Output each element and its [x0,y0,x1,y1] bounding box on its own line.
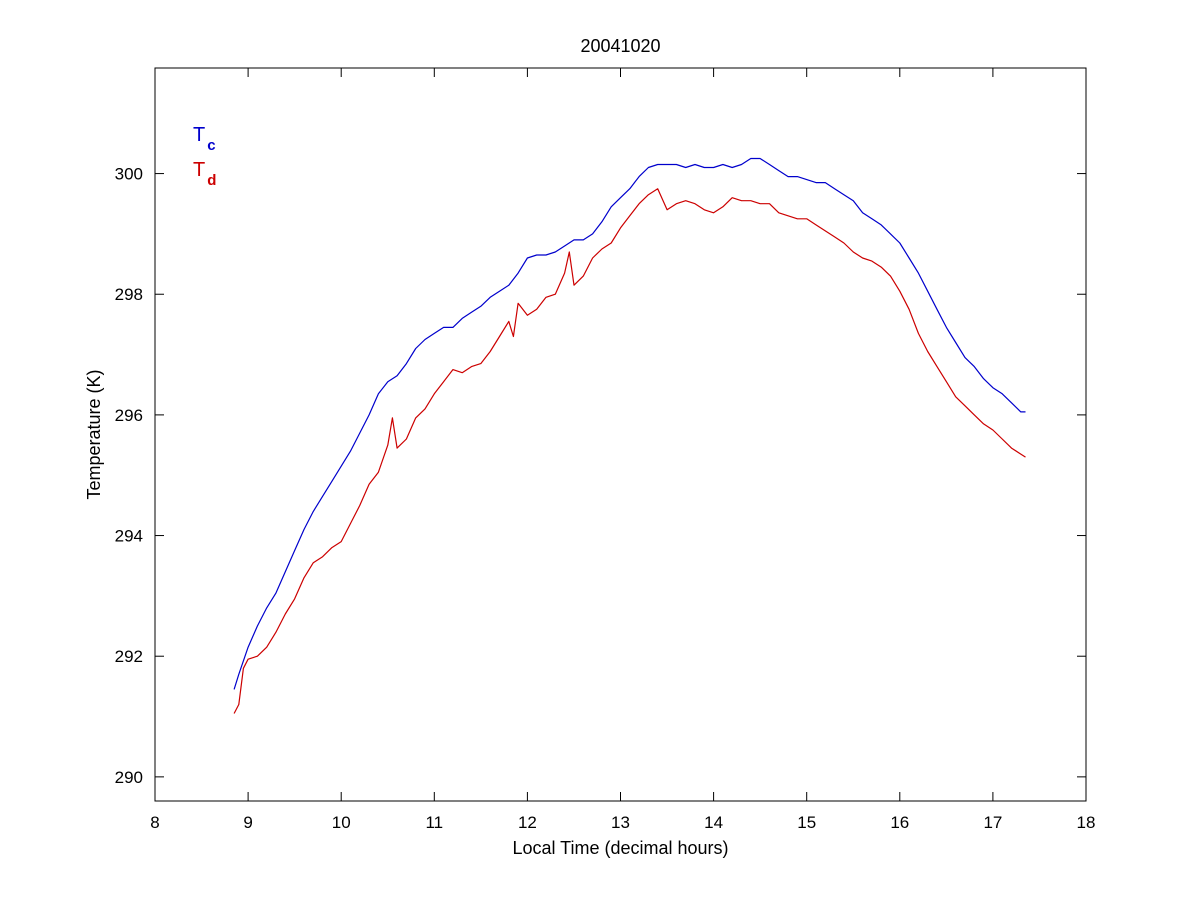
axis-ticks: 8 9 10 11 12 13 14 15 16 17 18 290 292 294 296 298 300 [115,68,1096,832]
y-tick-label: 294 [115,527,143,546]
chart-title: 20041020 [580,36,660,56]
y-tick-label: 296 [115,406,143,425]
x-tick-label: 18 [1077,813,1096,832]
series-line-1 [233,157,1026,690]
x-axis-title: Local Time (decimal hours) [512,838,728,858]
x-tick-label: 13 [611,813,630,832]
x-tick-label: 16 [890,813,909,832]
y-axis-title: Temperature (K) [84,369,104,499]
y-tick-label: 298 [115,285,143,304]
axes-frame [154,67,1087,802]
y-tick-label: 292 [115,647,143,666]
axes-box [154,67,1087,802]
x-tick-label: 11 [425,813,443,832]
x-tick-label: 15 [797,813,816,832]
y-tick-label: 290 [115,768,143,787]
x-tick-label: 9 [243,813,252,832]
y-tick-label: 300 [115,165,143,184]
x-tick-label: 8 [150,813,159,832]
x-tick-label: 12 [518,813,537,832]
x-tick-label: 14 [704,813,723,832]
plot-area [233,157,1026,714]
series-line-2 [233,188,1026,714]
x-tick-label: 17 [983,813,1002,832]
x-tick-label: 10 [332,813,351,832]
